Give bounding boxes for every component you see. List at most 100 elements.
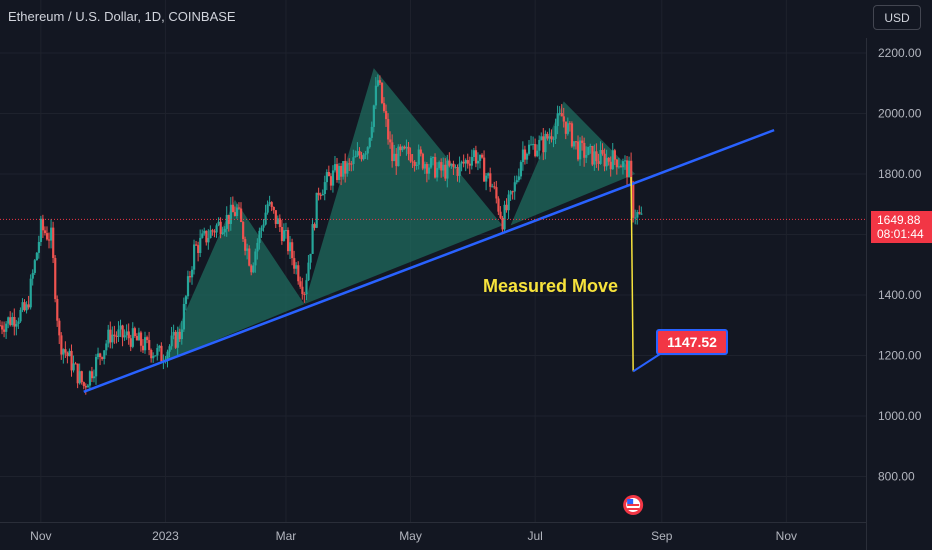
candle-body: [276, 218, 279, 224]
candle-body: [425, 164, 429, 174]
candle-body: [66, 352, 69, 357]
candle-body: [621, 161, 625, 168]
candle-body: [346, 163, 349, 174]
candle-body: [350, 163, 353, 165]
candle-body: [119, 325, 122, 330]
candle-body: [319, 194, 322, 196]
candle-body: [56, 299, 59, 321]
candle-body: [454, 167, 457, 169]
candle-body: [313, 224, 316, 228]
candle-body: [201, 233, 204, 238]
candle-body: [511, 191, 514, 193]
candle-body: [505, 204, 508, 211]
candle-body: [90, 371, 94, 379]
candle-body: [485, 175, 488, 182]
candle-body: [368, 137, 371, 148]
candle-body: [254, 251, 257, 266]
candle-body: [307, 262, 310, 281]
candle-body: [536, 150, 539, 157]
candle-body: [354, 155, 357, 158]
candle-body: [581, 140, 584, 143]
candle-body: [519, 162, 523, 177]
candle-body: [237, 207, 241, 209]
measured-move-label[interactable]: Measured Move: [483, 276, 619, 296]
candle-body: [395, 153, 398, 167]
candle-body: [483, 157, 486, 182]
candle-body: [74, 363, 77, 365]
candle-body: [291, 242, 294, 259]
candle-body: [429, 157, 433, 168]
price-tick-label: 1800.00: [878, 167, 922, 181]
us-flag-event-icon[interactable]: [623, 495, 644, 515]
candle-body: [131, 328, 134, 347]
target-price-callout[interactable]: 1147.52: [656, 329, 728, 355]
candle-body: [450, 163, 453, 166]
candle-body: [1, 325, 4, 330]
candle-body: [135, 336, 139, 341]
candle-body: [282, 230, 286, 241]
candle-body: [101, 357, 104, 359]
candle-body: [364, 153, 367, 155]
candle-body: [197, 245, 200, 253]
support-trendline[interactable]: [83, 128, 775, 393]
candle-body: [589, 146, 592, 148]
candle-body: [550, 136, 553, 140]
candle-body: [78, 371, 81, 384]
callout-pointer: [632, 353, 661, 373]
candle-body: [568, 123, 572, 125]
price-tick-label: 1400.00: [878, 288, 922, 302]
candle-body: [86, 385, 90, 388]
candle-body: [50, 227, 53, 241]
candle-body: [125, 331, 128, 336]
candle-body: [362, 154, 365, 160]
candle-body: [256, 242, 259, 252]
last-price-value: 1649.88: [877, 213, 921, 227]
currency-button[interactable]: USD: [873, 5, 921, 30]
candle-body: [9, 317, 12, 326]
candle-body: [534, 144, 537, 157]
candle-body: [45, 233, 49, 240]
candle-body: [278, 218, 282, 228]
candle-body: [264, 212, 267, 225]
candle-body: [7, 317, 10, 324]
candle-body: [37, 241, 41, 253]
candle-body: [262, 224, 265, 228]
candle-body: [374, 85, 378, 106]
candle-body: [587, 146, 590, 155]
candle-body: [325, 172, 328, 183]
candle-body: [250, 265, 253, 273]
candle-body: [605, 157, 608, 167]
candle-body: [29, 278, 32, 308]
candle-body: [440, 162, 443, 171]
candle-body: [309, 253, 312, 263]
candle-body: [358, 151, 361, 156]
candle-body: [190, 269, 194, 278]
candle-body: [299, 281, 302, 287]
price-tick-label: 2000.00: [878, 107, 922, 121]
candle-body: [427, 167, 431, 174]
candle-body: [619, 166, 623, 168]
candle-body: [297, 265, 300, 282]
candle-body: [409, 154, 412, 162]
candle-body: [293, 258, 296, 269]
candle-body: [150, 349, 153, 359]
candle-body: [403, 146, 406, 149]
candle-body: [219, 221, 222, 235]
candle-body: [638, 212, 641, 214]
candle-body: [207, 238, 210, 243]
candle-body: [352, 157, 355, 164]
candle-body: [107, 329, 110, 344]
candle-body: [446, 160, 449, 179]
time-tick-label: Nov: [30, 529, 51, 543]
candle-body: [338, 165, 341, 181]
candle-body: [630, 160, 633, 184]
price-tick-label: 1000.00: [878, 409, 922, 423]
candle-body: [421, 153, 424, 169]
candle-body: [203, 230, 206, 234]
candle-body: [387, 119, 390, 140]
candle-body: [434, 157, 437, 178]
candle-body: [211, 230, 214, 232]
candle-body: [231, 204, 235, 213]
candle-body: [284, 230, 288, 232]
